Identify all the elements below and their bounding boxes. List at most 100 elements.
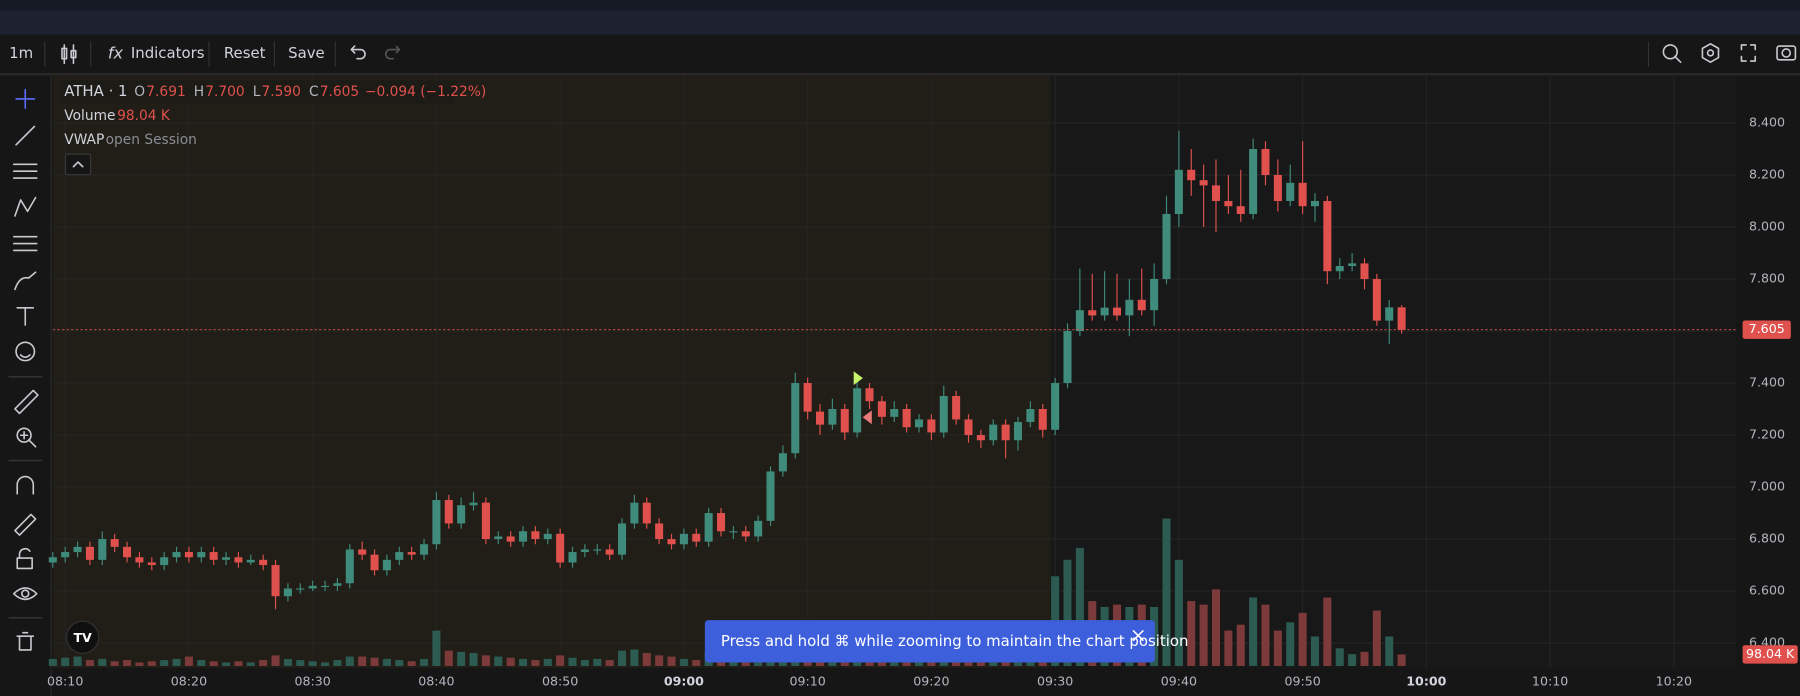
volume-bar — [1286, 622, 1295, 666]
candle-body — [1038, 409, 1047, 430]
candle-body — [1348, 263, 1357, 267]
trendline-tool[interactable] — [15, 125, 36, 146]
toast-close[interactable] — [1132, 629, 1144, 642]
x-tick-label: 09:30 — [1037, 674, 1073, 689]
delete-tool[interactable] — [16, 631, 35, 651]
projection-tool[interactable] — [12, 235, 38, 252]
volume-bar — [259, 660, 268, 666]
candle-body — [135, 557, 144, 563]
candle-body — [1372, 279, 1381, 321]
candle-body — [481, 502, 490, 540]
logo[interactable] — [66, 620, 100, 654]
ohlc-value: 7.700 — [205, 84, 244, 100]
brush-tool[interactable] — [14, 271, 37, 291]
volume-bar — [593, 658, 602, 666]
toast-message: Press and hold ⌘ while zooming to mainta… — [721, 632, 1189, 650]
candle-body — [568, 552, 577, 563]
candle-body — [692, 533, 701, 542]
candle-body — [618, 523, 627, 555]
candle-body — [543, 533, 552, 540]
candle-body — [283, 588, 292, 597]
y-tick-label: 8.000 — [1749, 219, 1785, 234]
fx-icon: fx — [108, 44, 124, 63]
zoom-tool[interactable] — [16, 427, 37, 448]
candle-body — [853, 388, 862, 433]
candle-body — [1150, 279, 1159, 311]
candle-body — [1199, 180, 1208, 186]
volume-bar — [296, 660, 305, 666]
price-axis — [1735, 75, 1800, 696]
candle-body — [420, 544, 429, 555]
toast — [704, 620, 1155, 663]
indicators-button[interactable]: Indicators — [131, 44, 205, 62]
chart-type-button[interactable] — [61, 44, 77, 65]
volume-bar — [655, 655, 664, 666]
candle-body — [1187, 169, 1196, 181]
last-volume-label: 98.04 K — [1746, 646, 1795, 661]
collapse-legend-button[interactable] — [64, 153, 92, 176]
volume-bar — [407, 661, 416, 666]
volume-bar — [110, 661, 119, 666]
fib-tool[interactable] — [12, 163, 38, 179]
candle-body — [222, 557, 231, 560]
volume-bar — [333, 660, 342, 666]
undo-button[interactable] — [350, 45, 366, 60]
volume-bar — [1385, 636, 1394, 666]
redo-button[interactable] — [384, 45, 401, 60]
volume-bar — [494, 656, 503, 666]
candle-body — [407, 552, 416, 555]
x-tick-label: 08:50 — [542, 674, 578, 689]
magnet-tool[interactable] — [16, 475, 35, 495]
hide-tool[interactable] — [12, 587, 38, 601]
pattern-tool[interactable] — [14, 196, 37, 217]
replay-button[interactable] — [1662, 44, 1682, 63]
crosshair-tool[interactable] — [15, 88, 36, 109]
candle-body — [1063, 331, 1072, 384]
ohlc-value: 7.605 — [320, 84, 359, 100]
candle-body — [593, 549, 602, 551]
candle-body — [556, 533, 565, 563]
volume-bar — [358, 656, 367, 666]
volume-bar — [1211, 589, 1221, 666]
x-tick-label: 08:40 — [418, 674, 454, 689]
candle-body — [1286, 182, 1295, 202]
volume-bar — [692, 660, 701, 666]
candle-body — [1335, 266, 1344, 272]
lock-tool[interactable] — [16, 547, 33, 570]
candle-body — [877, 401, 886, 417]
candle-body — [61, 552, 70, 558]
candle-body — [382, 559, 391, 571]
interval-button[interactable]: 1m — [9, 44, 33, 62]
candle-body — [1385, 307, 1394, 321]
symbol[interactable]: ATHA · 1 — [64, 82, 127, 100]
candle-body — [989, 424, 998, 441]
candle-body — [1026, 409, 1035, 423]
volume-bar — [1335, 648, 1344, 666]
snapshot-button[interactable] — [1776, 45, 1797, 61]
volume-bar — [568, 657, 577, 666]
volume-bar — [667, 656, 676, 666]
volume-bar — [519, 658, 528, 666]
candle-body — [1125, 299, 1134, 316]
volume-bar — [48, 658, 57, 666]
settings-button[interactable] — [1701, 42, 1720, 63]
stay-drawing-tool[interactable] — [14, 513, 37, 536]
candle-body — [791, 383, 800, 454]
volume-bar — [506, 657, 515, 666]
emoji-tool[interactable] — [15, 341, 36, 362]
candle-body — [358, 549, 367, 555]
fullscreen-button[interactable] — [1740, 44, 1757, 62]
change-value: −0.094 (−1.22%) — [365, 84, 486, 100]
candle-body — [1088, 310, 1097, 316]
volume-bar — [98, 658, 107, 666]
candle-body — [246, 559, 255, 563]
ruler-tool[interactable] — [14, 389, 39, 415]
y-tick-label: 8.200 — [1749, 167, 1785, 182]
text-tool[interactable] — [16, 307, 35, 326]
candle-body — [172, 552, 181, 558]
reset-button[interactable]: Reset — [224, 44, 266, 62]
candle-body — [1397, 307, 1406, 330]
save-button[interactable]: Save — [288, 44, 325, 62]
top-strip — [0, 0, 1800, 11]
